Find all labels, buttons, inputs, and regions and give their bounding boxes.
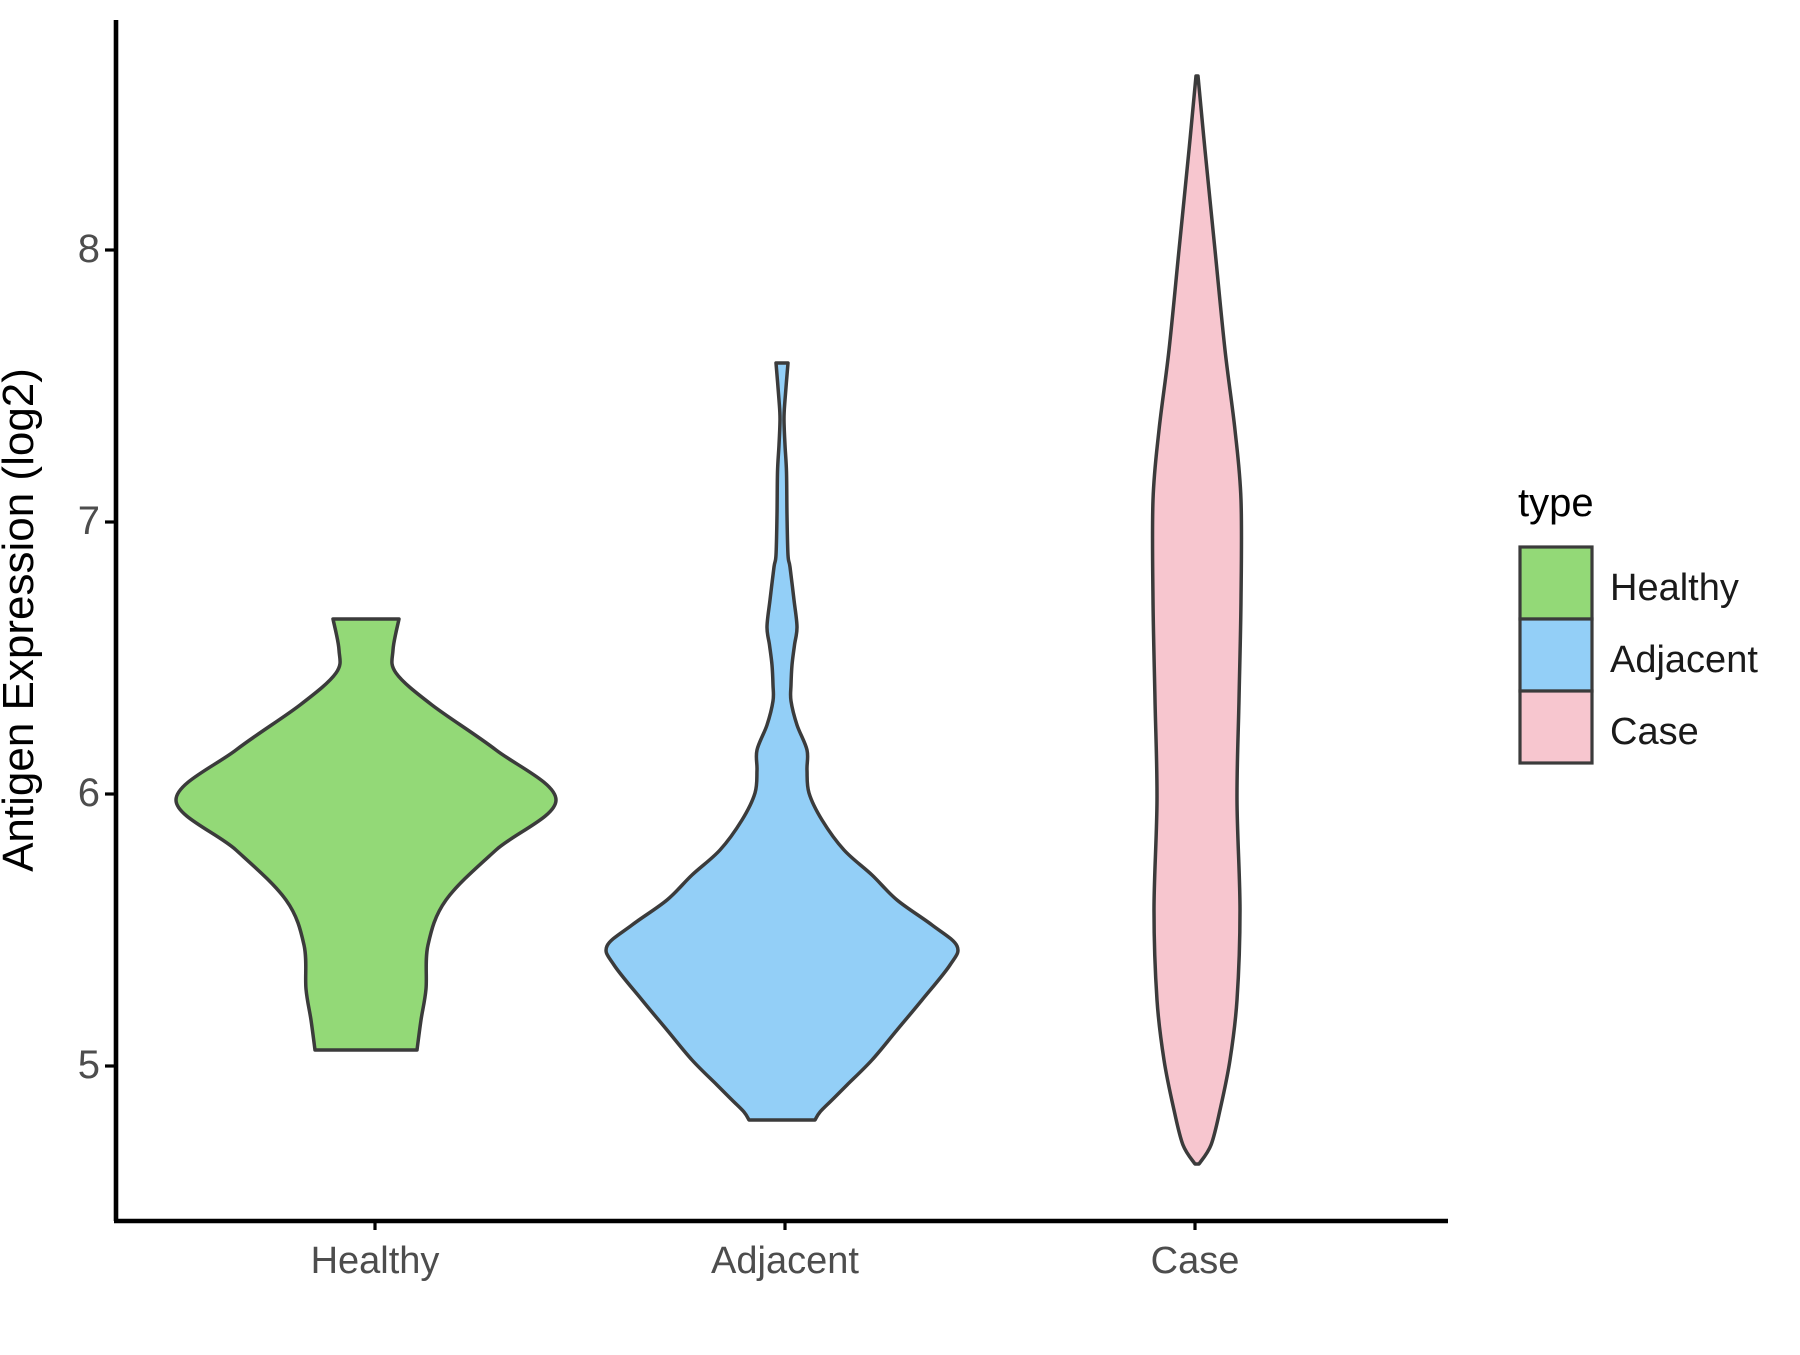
svg-text:6: 6 [78,771,100,815]
svg-text:Adjacent: Adjacent [1610,639,1758,681]
svg-text:type: type [1518,481,1594,525]
svg-text:8: 8 [78,227,100,271]
svg-text:Healthy: Healthy [311,1240,440,1282]
svg-text:7: 7 [78,499,100,543]
svg-text:Case: Case [1151,1240,1240,1282]
svg-text:Case: Case [1610,711,1699,753]
svg-text:Antigen Expression (log2): Antigen Expression (log2) [0,368,43,872]
svg-text:5: 5 [78,1043,100,1087]
svg-text:Adjacent: Adjacent [711,1240,859,1282]
svg-text:Healthy: Healthy [1610,567,1739,609]
